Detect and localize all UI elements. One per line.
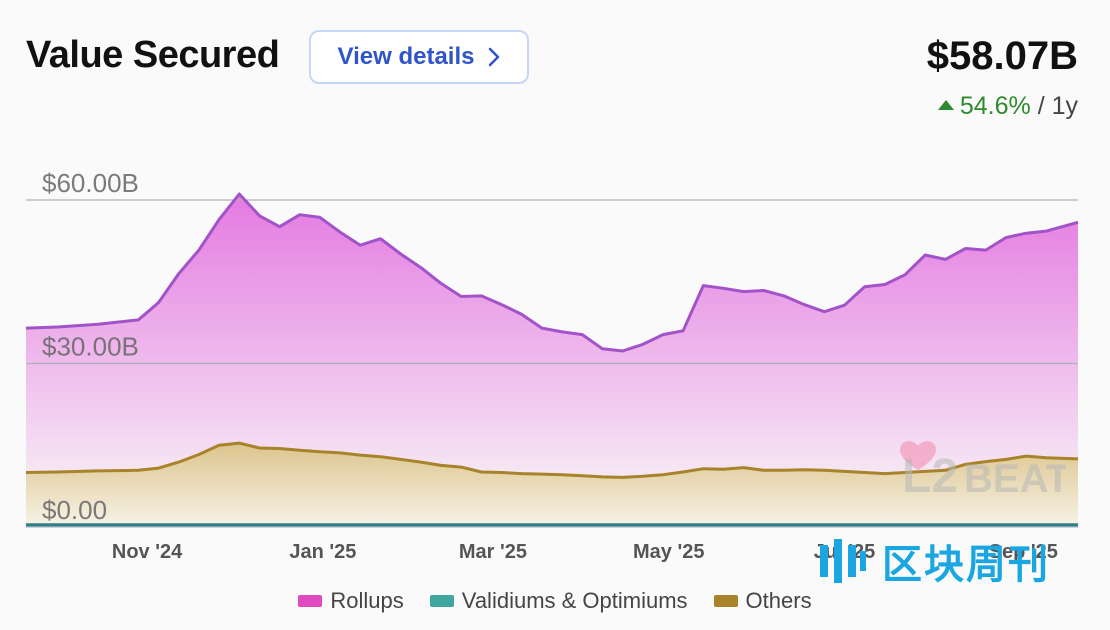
area-rollups: [26, 194, 1078, 478]
svg-text:BEAT: BEAT: [964, 457, 1066, 501]
y-tick-label: $60.00B: [42, 168, 139, 198]
legend-swatch: [429, 595, 454, 607]
watermark-text: 区块周刊: [882, 543, 1050, 587]
x-tick-label: Jan '25: [289, 541, 356, 563]
watermark-logo-icon: [820, 539, 866, 583]
arrow-up-icon: [937, 100, 954, 110]
page-title: Value Secured: [26, 34, 280, 76]
chart-legend: Rollups Validiums & Optimiums Others: [0, 588, 1110, 614]
x-tick-label: Jul '25: [814, 541, 875, 563]
x-tick-label: Nov '24: [112, 541, 183, 563]
chevron-right-icon: [489, 47, 500, 67]
legend-item-validiums[interactable]: Validiums & Optimiums: [429, 588, 688, 614]
x-tick-label: May '25: [633, 541, 704, 563]
svg-text:L2: L2: [902, 450, 958, 502]
watermark: 区块周刊: [818, 532, 1050, 590]
legend-swatch: [298, 595, 323, 607]
total-value: $58.07B: [926, 34, 1078, 78]
view-details-button[interactable]: View details: [309, 30, 529, 84]
l2beat-logo: L2 BEAT: [900, 441, 1066, 502]
line-rollups: [25, 192, 1079, 353]
legend-label: Validiums & Optimiums: [461, 588, 688, 613]
x-tick-label: Mar '25: [459, 541, 527, 563]
view-details-label: View details: [337, 43, 475, 70]
legend-label: Rollups: [330, 588, 404, 613]
legend-label: Others: [745, 588, 812, 613]
change-percent: 54.6%: [959, 92, 1031, 120]
legend-item-rollups[interactable]: Rollups: [298, 588, 404, 614]
y-tick-label: $30.00B: [42, 332, 139, 362]
change-indicator: 54.6% / 1y: [937, 92, 1078, 121]
area-others: [26, 443, 1078, 525]
change-period: / 1y: [1037, 92, 1078, 120]
y-tick-label: $0.00: [42, 495, 107, 525]
line-others: [25, 441, 1079, 479]
legend-swatch: [713, 595, 738, 607]
x-tick-label: Sep '25: [989, 541, 1058, 563]
legend-item-others[interactable]: Others: [713, 588, 812, 614]
